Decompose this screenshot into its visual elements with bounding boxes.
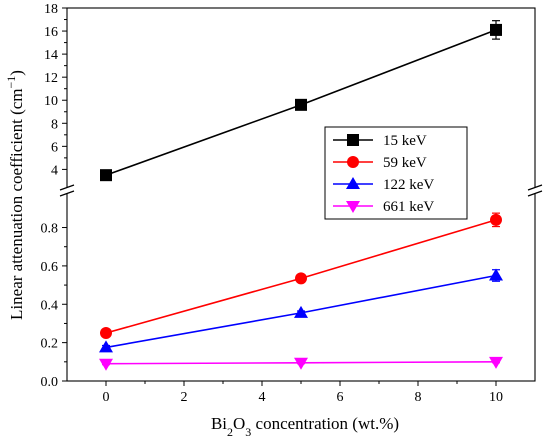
series-122-kev bbox=[99, 268, 503, 353]
legend: 15 keV 59 keV 122 keV 661 keV bbox=[324, 126, 468, 220]
x-tick-label: 10 bbox=[489, 390, 503, 405]
x-tick-label: 4 bbox=[259, 390, 266, 405]
data-point-square bbox=[347, 134, 359, 146]
y-tick-label: 0.2 bbox=[41, 337, 59, 352]
break-slash bbox=[527, 190, 543, 197]
break-slash bbox=[59, 184, 75, 191]
break-gap bbox=[527, 188, 543, 194]
series-layer bbox=[99, 20, 503, 371]
legend-label: 59 keV bbox=[383, 155, 427, 171]
y-tick-label: 18 bbox=[44, 2, 58, 17]
x-axis: 0 2 4 6 8 10 bbox=[103, 381, 503, 405]
series-59-kev bbox=[100, 212, 502, 340]
data-point-triangle-up bbox=[294, 305, 308, 318]
y-tick-label: 6 bbox=[51, 140, 58, 155]
legend-label: 661 keV bbox=[383, 199, 434, 215]
y-tick-label: 0.8 bbox=[41, 222, 59, 237]
data-point-circle bbox=[347, 156, 359, 168]
y-tick-label: 0.6 bbox=[41, 260, 59, 275]
data-point-triangle-up bbox=[346, 177, 360, 189]
data-point-circle bbox=[490, 213, 502, 226]
break-slash bbox=[527, 184, 543, 191]
x-tick-label: 0 bbox=[103, 390, 110, 405]
data-point-triangle-down bbox=[346, 201, 360, 213]
data-point-triangle-up bbox=[99, 340, 113, 353]
x-axis-title: Bi2O3 concentration (wt.%) bbox=[211, 414, 399, 438]
data-point-triangle-down bbox=[489, 356, 503, 369]
break-slash bbox=[59, 190, 75, 197]
y-tick-label: 12 bbox=[44, 71, 58, 86]
series-661-kev bbox=[99, 356, 503, 371]
y-tick-label: 4 bbox=[51, 163, 58, 178]
data-point-circle bbox=[295, 272, 307, 285]
y-tick-label: 14 bbox=[44, 48, 58, 63]
data-point-triangle-down bbox=[99, 358, 113, 371]
x-tick-label: 8 bbox=[415, 390, 422, 405]
x-tick-label: 6 bbox=[337, 390, 344, 405]
x-tick-label: 2 bbox=[181, 390, 188, 405]
data-point-square bbox=[295, 98, 307, 111]
data-point-square bbox=[490, 23, 502, 36]
data-point-circle bbox=[100, 327, 112, 340]
y-axis-upper: 4 6 8 10 12 14 16 18 bbox=[44, 2, 67, 178]
y-tick-label: 0.0 bbox=[41, 375, 59, 390]
legend-label: 15 keV bbox=[383, 133, 427, 149]
y-tick-label: 8 bbox=[51, 117, 58, 132]
axis-break bbox=[59, 184, 543, 197]
y-tick-label: 0.4 bbox=[41, 298, 59, 313]
break-gap bbox=[59, 188, 75, 194]
y-axis-title: Linear attenuation coefficient (cm−1) bbox=[4, 70, 26, 320]
y-tick-label: 16 bbox=[44, 25, 58, 40]
legend-label: 122 keV bbox=[383, 177, 434, 193]
data-point-triangle-up bbox=[489, 268, 503, 281]
data-point-square bbox=[100, 169, 112, 182]
series-15-kev bbox=[100, 20, 502, 182]
data-point-triangle-down bbox=[294, 357, 308, 370]
y-axis-lower: 0.0 0.2 0.4 0.6 0.8 bbox=[41, 222, 67, 390]
y-tick-label: 10 bbox=[44, 94, 58, 109]
